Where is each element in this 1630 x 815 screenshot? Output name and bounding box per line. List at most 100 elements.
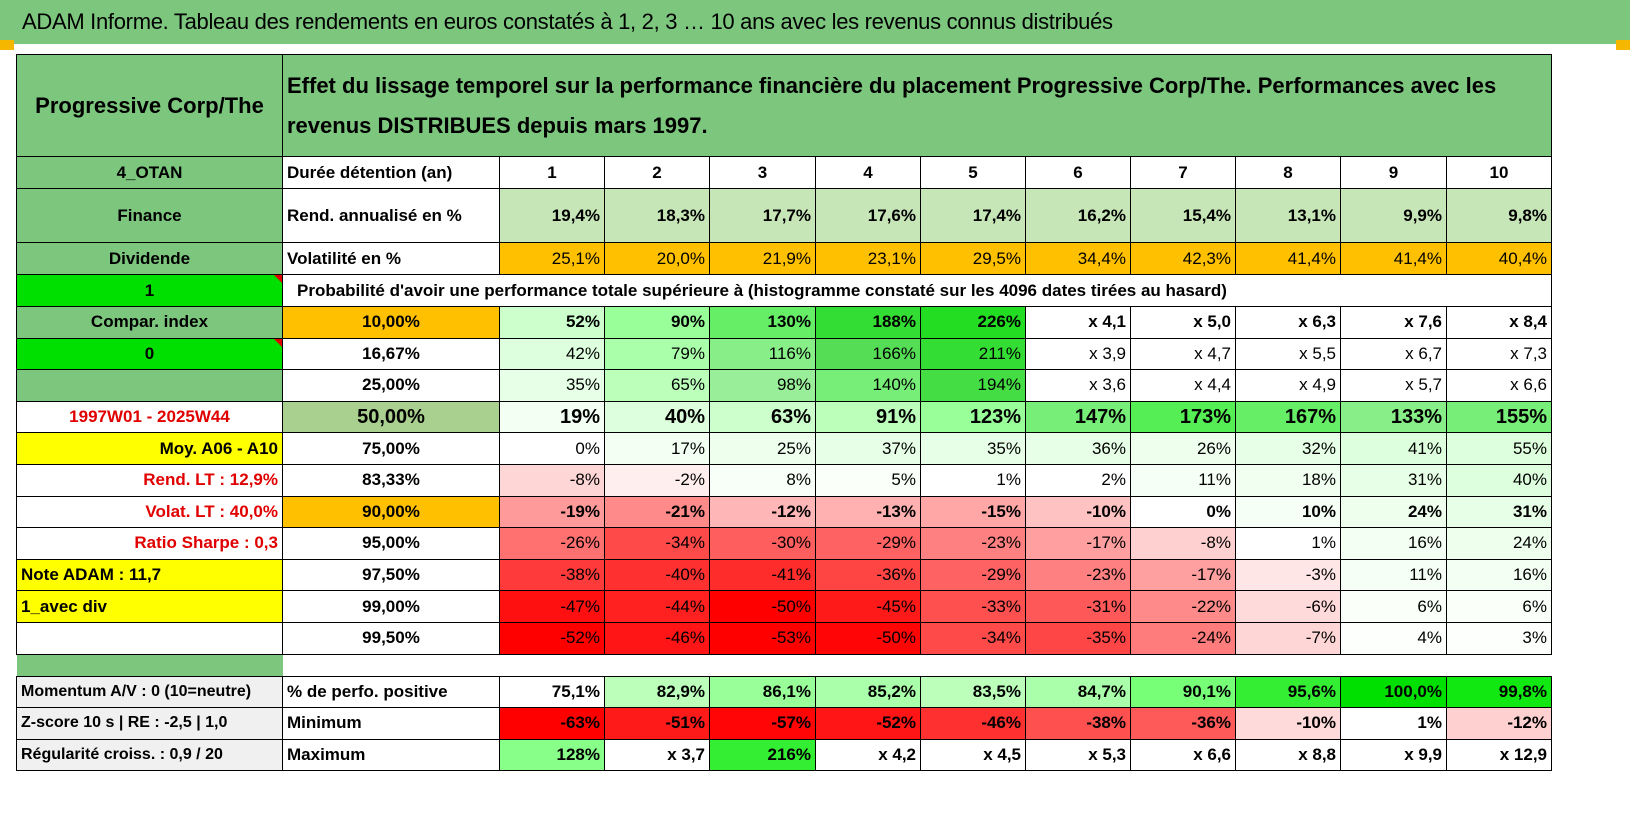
rend-label: Rend. annualisé en % xyxy=(282,188,500,243)
probability-value: -44% xyxy=(604,590,710,623)
probability-value: -26% xyxy=(499,527,605,560)
edge-marker-right xyxy=(1616,40,1630,50)
description-cell: Effet du lissage temporel sur la perform… xyxy=(282,54,1552,157)
year-header: 1 xyxy=(499,156,605,189)
probability-value: -19% xyxy=(499,495,605,529)
probability-value: -7% xyxy=(1235,621,1341,655)
probability-value: -15% xyxy=(920,495,1026,529)
summary-value: -63% xyxy=(499,707,605,740)
side-cell: Ratio Sharpe : 0,3 xyxy=(16,527,283,560)
probability-value: 35% xyxy=(920,432,1026,465)
side-cell: Compar. index xyxy=(16,306,283,339)
probability-value: 24% xyxy=(1446,527,1552,560)
probability-value: 155% xyxy=(1446,400,1552,434)
probability-value: 0% xyxy=(499,432,605,465)
probability-value: 11% xyxy=(1340,558,1447,592)
summary-value: 95,6% xyxy=(1235,675,1341,709)
year-header: 3 xyxy=(709,156,816,189)
probability-value: 194% xyxy=(920,369,1026,402)
probability-row: 1997W01 - 2025W44 50,00% 19% 40% 63% 91% 123% 1… xyxy=(16,400,1552,434)
side-cell: Moy. A06 - A10 xyxy=(16,432,283,465)
vol-value: 21,9% xyxy=(709,242,816,275)
summary-side-cell: Momentum A/V : 0 (10=neutre) xyxy=(16,675,283,709)
probability-row: Rend. LT : 12,9% 83,33% -8% -2% 8% 5% 1% 2% 11% 1… xyxy=(16,463,1552,497)
summary-label: Maximum xyxy=(282,738,500,772)
probability-caption: Probabilité d'avoir une performance tota… xyxy=(282,274,1447,307)
probability-value: 3% xyxy=(1446,621,1552,655)
probability-value: x 3,6 xyxy=(1025,369,1131,402)
probability-value: x 5,0 xyxy=(1130,306,1236,339)
summary-value: x 3,7 xyxy=(604,738,710,772)
probability-value: 123% xyxy=(920,400,1026,434)
side-cell: Rend. LT : 12,9% xyxy=(16,463,283,497)
side-cell: Dividende xyxy=(16,242,283,275)
probability-value: -46% xyxy=(604,621,710,655)
summary-row: Z-score 10 s | RE : -2,5 | 1,0 Minimum -63… xyxy=(16,707,1552,740)
probability-threshold: 83,33% xyxy=(282,463,500,497)
year-header: 8 xyxy=(1235,156,1341,189)
probability-value: 26% xyxy=(1130,432,1236,465)
probability-value: 211% xyxy=(920,337,1026,371)
probability-value: -2% xyxy=(604,463,710,497)
summary-value: x 4,5 xyxy=(920,738,1026,772)
vol-value: 40,4% xyxy=(1446,242,1552,275)
summary-value: x 6,6 xyxy=(1130,738,1236,772)
probability-value: 18% xyxy=(1235,463,1341,497)
probability-value: x 4,4 xyxy=(1130,369,1236,402)
probability-value: -22% xyxy=(1130,590,1236,623)
vol-value: 29,5% xyxy=(920,242,1026,275)
probability-value: 166% xyxy=(815,337,921,371)
summary-value: 86,1% xyxy=(709,675,816,709)
probability-value: -30% xyxy=(709,527,816,560)
summary-value: 83,5% xyxy=(920,675,1026,709)
probability-value: 2% xyxy=(1025,463,1131,497)
probability-value: 130% xyxy=(709,306,816,339)
summary-value: 100,0% xyxy=(1340,675,1447,709)
summary-row: Régularité croiss. : 0,9 / 20 Maximum 128%… xyxy=(16,738,1552,772)
year-header: 2 xyxy=(604,156,710,189)
probability-value: 4% xyxy=(1340,621,1447,655)
rend-value: 17,7% xyxy=(709,188,816,243)
probability-value: 116% xyxy=(709,337,816,371)
probability-value: x 6,6 xyxy=(1446,369,1552,402)
performance-table: Progressive Corp/The Effet du lissage te… xyxy=(16,54,1552,772)
year-header: 10 xyxy=(1446,156,1552,189)
rend-value: 17,6% xyxy=(815,188,921,243)
duration-label: Durée détention (an) xyxy=(282,156,500,189)
probability-row: Compar. index 10,00% 52% 90% 130% 188% 226% x 4… xyxy=(16,306,1552,339)
summary-row: Momentum A/V : 0 (10=neutre)% de perfo. … xyxy=(16,675,1552,709)
vol-value: 41,4% xyxy=(1235,242,1341,275)
probability-value: -10% xyxy=(1025,495,1131,529)
probability-value: 16% xyxy=(1340,527,1447,560)
summary-value: -52% xyxy=(815,707,921,740)
rend-value: 18,3% xyxy=(604,188,710,243)
probability-value: 40% xyxy=(1446,463,1552,497)
spacer-row xyxy=(16,653,1552,677)
spacer-cell xyxy=(16,653,283,677)
probability-row: 0 16,67% 42% 79% 116% 166% 211% x 3,9 x 4,7 x 5,5… xyxy=(16,337,1552,371)
probability-value: 133% xyxy=(1340,400,1447,434)
probability-threshold: 95,00% xyxy=(282,527,500,560)
empty-cell xyxy=(1446,274,1552,307)
rend-value: 15,4% xyxy=(1130,188,1236,243)
probability-value: 188% xyxy=(815,306,921,339)
side-cell: 1 xyxy=(16,274,283,307)
probability-value: -34% xyxy=(604,527,710,560)
summary-side-cell: Régularité croiss. : 0,9 / 20 xyxy=(16,738,283,772)
summary-value: 99,8% xyxy=(1446,675,1552,709)
probability-value: -29% xyxy=(815,527,921,560)
summary-value: 82,9% xyxy=(604,675,710,709)
summary-label: % de perfo. positive xyxy=(282,675,500,709)
side-cell xyxy=(16,369,283,402)
probability-value: 31% xyxy=(1446,495,1552,529)
probability-value: 32% xyxy=(1235,432,1341,465)
summary-value: 85,2% xyxy=(815,675,921,709)
probability-threshold: 99,50% xyxy=(282,621,500,655)
summary-value: x 5,3 xyxy=(1025,738,1131,772)
probability-value: -6% xyxy=(1235,590,1341,623)
probability-value: 6% xyxy=(1340,590,1447,623)
probability-value: 0% xyxy=(1130,495,1236,529)
probability-threshold: 75,00% xyxy=(282,432,500,465)
probability-value: 65% xyxy=(604,369,710,402)
probability-value: -17% xyxy=(1025,527,1131,560)
